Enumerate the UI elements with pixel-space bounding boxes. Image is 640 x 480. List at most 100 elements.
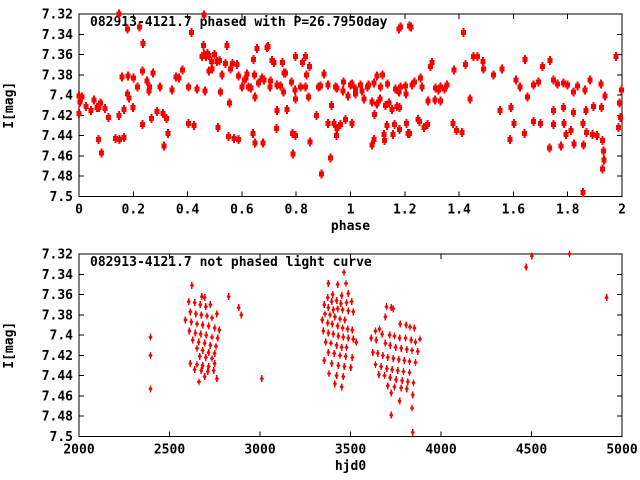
- data-point: [206, 68, 212, 74]
- data-point: [407, 131, 413, 137]
- data-point: [587, 77, 593, 83]
- data-point: [350, 354, 355, 361]
- data-point: [341, 79, 347, 85]
- data-point: [267, 84, 273, 90]
- data-point: [193, 311, 199, 317]
- data-point: [239, 84, 245, 90]
- data-point: [303, 84, 309, 90]
- data-point: [403, 322, 409, 328]
- data-point: [299, 60, 305, 66]
- data-point: [215, 335, 220, 341]
- data-point: [113, 136, 119, 142]
- data-point: [212, 350, 217, 357]
- data-point: [340, 306, 345, 313]
- y-tick-label: 7.36: [42, 48, 73, 63]
- data-point: [148, 386, 153, 392]
- data-point: [77, 99, 83, 105]
- data-point: [522, 57, 528, 63]
- data-point: [254, 45, 260, 51]
- y-tick-label: 7.46: [42, 149, 73, 164]
- data-point: [292, 87, 298, 93]
- data-point: [226, 293, 231, 300]
- data-point: [444, 82, 450, 88]
- data-point: [196, 378, 202, 385]
- data-point: [373, 361, 378, 368]
- data-point: [547, 58, 553, 64]
- data-point: [343, 280, 349, 287]
- data-point: [375, 350, 380, 357]
- data-point: [383, 102, 389, 108]
- data-point: [189, 29, 195, 35]
- data-point: [211, 52, 217, 58]
- data-point: [334, 297, 339, 304]
- x-tick-label: 1.4: [447, 203, 471, 218]
- x-tick-label: 4500: [516, 443, 547, 458]
- data-point: [187, 328, 192, 334]
- data-point: [320, 317, 325, 323]
- data-point: [124, 91, 130, 97]
- data-point: [594, 133, 600, 139]
- data-point: [331, 331, 336, 337]
- data-point: [403, 121, 409, 126]
- data-point: [203, 354, 208, 361]
- data-point: [130, 104, 136, 110]
- data-point: [342, 363, 347, 370]
- data-point: [154, 108, 160, 114]
- data-point: [215, 125, 221, 131]
- data-point: [200, 347, 205, 354]
- data-point: [202, 88, 208, 94]
- data-point: [344, 344, 349, 351]
- data-point: [199, 367, 204, 374]
- data-point: [507, 137, 513, 143]
- data-point: [341, 269, 347, 276]
- data-point: [204, 332, 209, 338]
- data-point: [330, 291, 335, 298]
- x-tick-label: 1.6: [502, 203, 526, 218]
- data-point: [325, 82, 331, 88]
- y-tick-label: 7.42: [42, 109, 73, 124]
- data-point: [590, 132, 596, 138]
- data-point: [391, 305, 396, 312]
- data-point: [563, 132, 569, 138]
- data-point: [369, 335, 374, 341]
- data-point: [325, 294, 330, 301]
- x-tick-label: 4000: [425, 443, 456, 458]
- data-point: [236, 73, 242, 79]
- data-point: [198, 301, 203, 308]
- data-point: [206, 53, 212, 59]
- data-point: [407, 324, 413, 330]
- data-point: [341, 373, 346, 380]
- data-point: [341, 334, 346, 340]
- data-point: [409, 405, 415, 411]
- data-point: [348, 364, 353, 371]
- data-point: [157, 84, 163, 90]
- data-point: [558, 143, 564, 149]
- data-point: [213, 343, 219, 350]
- data-point: [340, 88, 346, 94]
- data-point: [385, 383, 390, 389]
- data-point: [404, 386, 409, 392]
- data-point: [404, 346, 409, 353]
- data-point: [161, 143, 167, 149]
- data-point: [379, 72, 385, 78]
- data-point: [380, 352, 385, 359]
- data-point: [480, 59, 486, 65]
- data-point: [345, 93, 351, 99]
- data-point: [386, 100, 392, 106]
- y-tick-label: 7.32: [42, 8, 73, 23]
- data-point: [329, 360, 334, 367]
- data-point: [619, 87, 625, 93]
- data-point: [278, 83, 284, 89]
- data-point: [290, 151, 296, 157]
- data-point: [450, 121, 456, 126]
- data-point: [340, 325, 345, 331]
- data-point: [203, 54, 209, 60]
- data-point: [148, 334, 153, 340]
- data-point: [226, 134, 232, 140]
- data-point: [273, 126, 279, 132]
- data-point: [584, 130, 590, 136]
- data-point: [417, 75, 423, 81]
- data-point: [342, 116, 348, 122]
- data-point: [194, 86, 200, 92]
- data-point: [201, 12, 207, 18]
